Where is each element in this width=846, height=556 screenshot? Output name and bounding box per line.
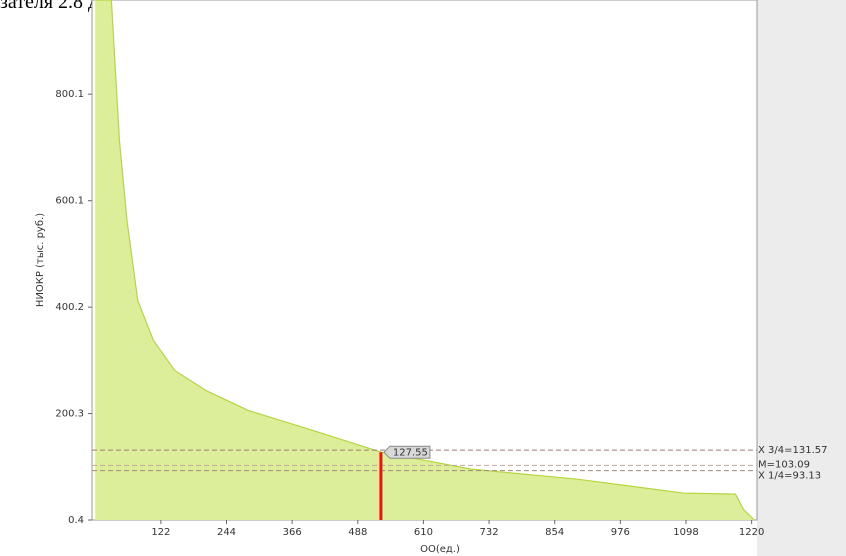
y-tick-label: 200.3 (55, 409, 84, 420)
tooltip (383, 445, 431, 459)
y-tick-label: 800.1 (55, 89, 84, 100)
x-tick-label: 610 (414, 527, 433, 538)
reference-label: M=103.09 (758, 459, 810, 470)
y-tick-label: 600.1 (55, 196, 84, 207)
x-tick-label: 244 (217, 527, 236, 538)
reference-label: X 1/4=93.13 (758, 471, 821, 482)
x-tick-label: 854 (545, 527, 564, 538)
x-tick-label: 976 (611, 527, 630, 538)
y-tick-label: 400.2 (55, 302, 84, 313)
x-tick-label: 366 (283, 527, 302, 538)
tooltip-label: 127.55 (393, 447, 428, 458)
reference-label: X 3/4=131.57 (758, 445, 828, 456)
x-tick-label: 488 (348, 527, 367, 538)
y-axis-label: НИОКР (тыс. руб.) (35, 213, 46, 307)
area-line (95, 0, 755, 521)
x-tick-label: 1098 (673, 527, 698, 538)
area (95, 0, 755, 520)
x-axis-label: ОО(ед.) (420, 544, 460, 555)
x-tick-label: 122 (151, 527, 170, 538)
x-tick-label: 732 (480, 527, 499, 538)
x-tick-label: 1220 (739, 527, 764, 538)
y-tick-label: 0.4 (68, 515, 84, 526)
side-panel (757, 0, 846, 556)
